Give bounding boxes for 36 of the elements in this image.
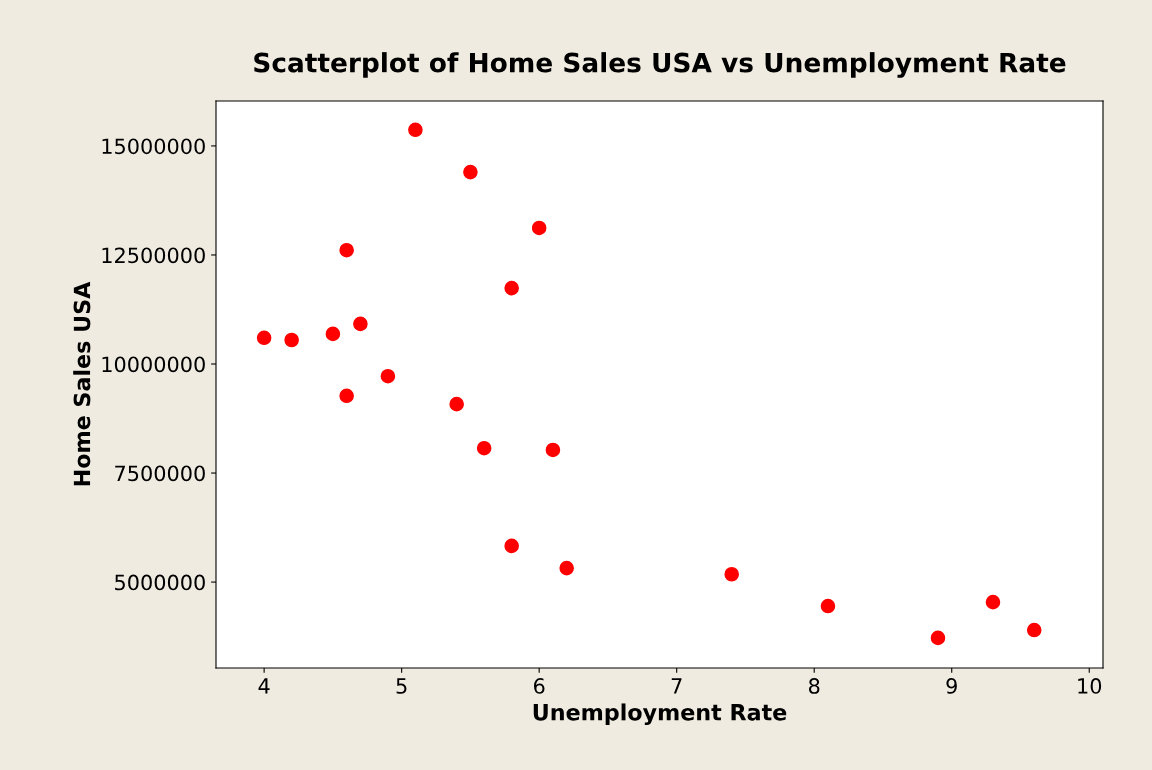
point xyxy=(1026,622,1042,638)
point xyxy=(985,594,1001,610)
point xyxy=(449,396,464,412)
point xyxy=(504,538,519,554)
point xyxy=(284,332,299,348)
x-tick-label: 6 xyxy=(534,678,545,694)
point xyxy=(325,326,341,342)
point xyxy=(408,122,423,138)
y-tick-label: 12500000 xyxy=(102,247,205,264)
x-tick-label: 4 xyxy=(258,678,270,694)
point xyxy=(504,280,519,296)
point xyxy=(559,560,574,576)
x-tick-label: 10 xyxy=(1078,678,1102,694)
point xyxy=(545,442,561,458)
y-tick-label: 10000000 xyxy=(102,356,205,373)
y-axis-title: Home Sales USA xyxy=(73,281,91,486)
x-tick-label: 7 xyxy=(671,678,682,694)
point xyxy=(256,330,272,346)
x-tick-label: 8 xyxy=(808,678,820,694)
point xyxy=(476,440,492,456)
point xyxy=(930,630,946,646)
point xyxy=(380,368,396,384)
point xyxy=(820,598,836,614)
point xyxy=(339,242,354,258)
x-axis-title: Unemployment Rate xyxy=(533,703,787,726)
point xyxy=(353,316,368,332)
chart-title: Scatterplot of Home Sales USA vs Unemployment Rate xyxy=(254,52,1066,78)
point xyxy=(724,566,739,582)
point xyxy=(339,388,354,404)
point xyxy=(463,164,478,180)
y-tick-label: 5000000 xyxy=(115,574,205,591)
y-tick-label: 7500000 xyxy=(115,465,205,482)
y-tick-label: 15000000 xyxy=(102,138,205,155)
x-tick-label: 9 xyxy=(946,678,957,694)
point xyxy=(531,220,547,236)
x-tick-label: 5 xyxy=(396,678,407,694)
